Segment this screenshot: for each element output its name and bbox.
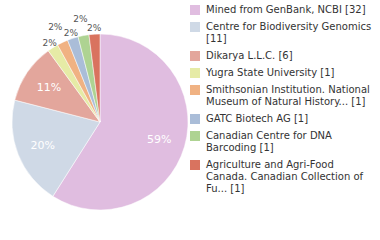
legend-swatch: [190, 131, 200, 141]
legend-swatch: [190, 22, 200, 32]
data-label: 59%: [147, 133, 171, 146]
data-label: 11%: [37, 81, 61, 94]
data-label: 20%: [30, 139, 54, 152]
legend-swatch: [190, 51, 200, 61]
legend-label: GATC Biotech AG [1]: [206, 113, 308, 125]
data-label: 2%: [48, 22, 63, 32]
pie-slice: [78, 35, 100, 122]
legend-item: Mined from GenBank, NCBI [32]: [190, 4, 375, 16]
legend-item: Canadian Centre for DNA Barcoding [1]: [190, 130, 375, 154]
data-label: 2%: [87, 23, 102, 33]
legend-label: Centre for Biodiversity Genomics [11]: [206, 21, 375, 45]
legend-item: Yugra State University [1]: [190, 67, 375, 79]
pie-chart: 59%20%11%2%2%2%2%2%: [0, 0, 190, 240]
legend-item: Centre for Biodiversity Genomics [11]: [190, 21, 375, 45]
legend-label: Smithsonian Institution. National Museum…: [206, 84, 375, 108]
data-label: 2%: [64, 28, 79, 38]
legend-item: GATC Biotech AG [1]: [190, 113, 375, 125]
legend-swatch: [190, 160, 200, 170]
legend-label: Canadian Centre for DNA Barcoding [1]: [206, 130, 375, 154]
legend-item: Agriculture and Agri-Food Canada. Canadi…: [190, 159, 375, 195]
data-label: 2%: [73, 14, 88, 24]
legend-item: Smithsonian Institution. National Museum…: [190, 84, 375, 108]
legend-swatch: [190, 68, 200, 78]
legend-swatch: [190, 114, 200, 124]
legend-label: Dikarya L.L.C. [6]: [206, 50, 293, 62]
legend-label: Mined from GenBank, NCBI [32]: [206, 4, 366, 16]
legend-swatch: [190, 85, 200, 95]
legend-label: Yugra State University [1]: [206, 67, 335, 79]
legend: Mined from GenBank, NCBI [32] Centre for …: [190, 4, 375, 200]
legend-label: Agriculture and Agri-Food Canada. Canadi…: [206, 159, 375, 195]
pie-slice: [89, 34, 100, 122]
data-label: 2%: [42, 38, 57, 48]
legend-swatch: [190, 5, 200, 15]
legend-item: Dikarya L.L.C. [6]: [190, 50, 375, 62]
